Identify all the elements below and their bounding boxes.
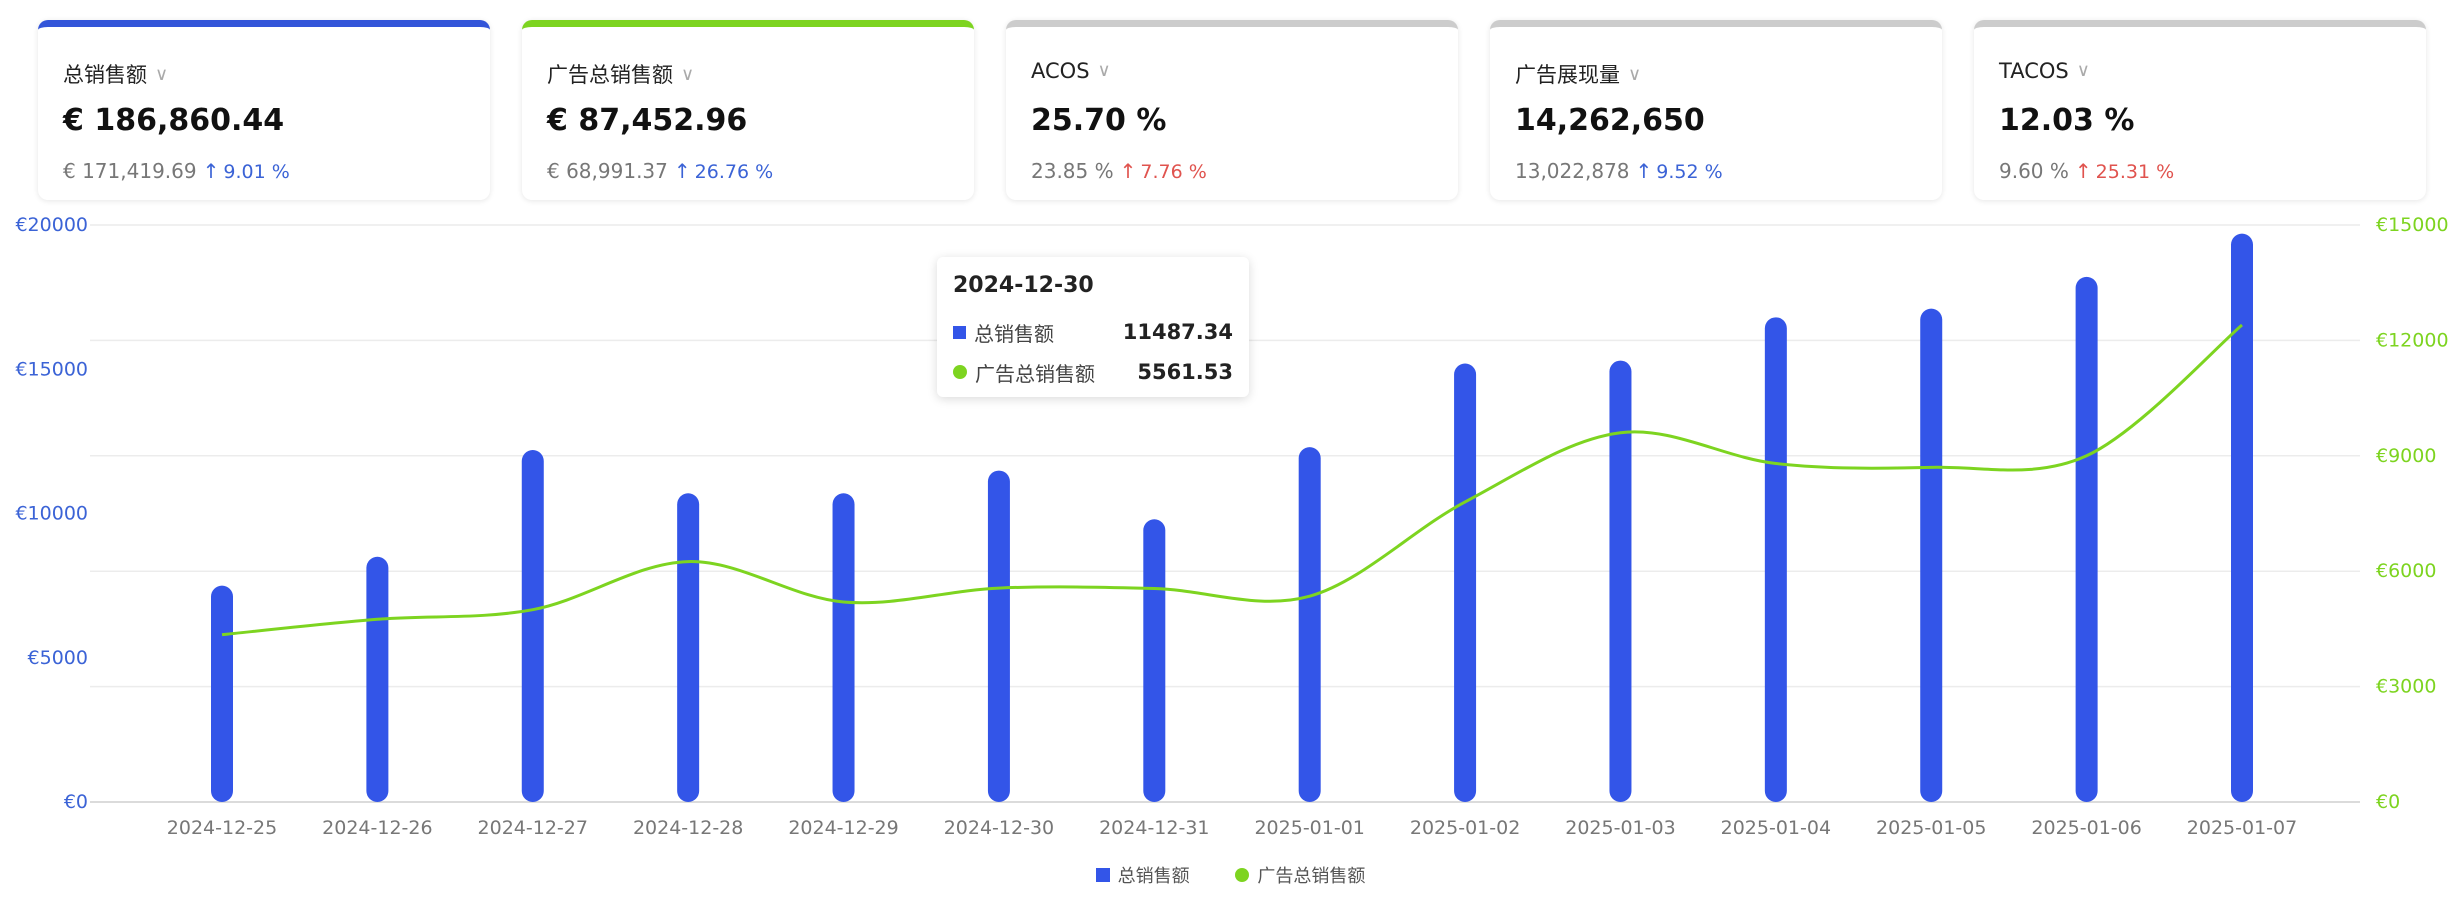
kpi-title: 广告展现量 — [1515, 63, 1620, 87]
chevron-down-icon[interactable]: ∨ — [681, 64, 695, 85]
legend-item-ad-sales[interactable]: 广告总销售额 — [1235, 862, 1365, 888]
y-right-tick-label: €15000 — [2376, 214, 2449, 236]
chart-tooltip: 2024-12-30 总销售额 11487.34 广告总销售额 5561.53 — [937, 257, 1249, 397]
kpi-compare: € 68,991.37 — [547, 159, 668, 183]
arrow-up-icon: ↑ — [1635, 159, 1653, 183]
kpi-change: 25.31 % — [2095, 161, 2175, 183]
square-marker-icon — [953, 325, 966, 339]
x-tick-label: 2024-12-25 — [167, 817, 277, 839]
line-ad-sales — [221, 323, 2243, 637]
kpi-change: 9.52 % — [1656, 161, 1723, 183]
bar-total-sales — [1298, 447, 1321, 802]
kpi-title: ACOS — [1031, 59, 1090, 83]
tooltip-series-value: 5561.53 — [1137, 360, 1233, 384]
y-left-tick-label: €0 — [64, 791, 88, 813]
x-tick-label: 2025-01-01 — [1254, 817, 1364, 839]
kpi-compare: € 171,419.69 — [63, 159, 197, 183]
kpi-title: 总销售额 — [63, 63, 147, 87]
y-left-tick-label: €5000 — [28, 647, 88, 669]
chevron-down-icon[interactable]: ∨ — [1628, 64, 1642, 85]
circle-marker-icon — [953, 365, 967, 379]
kpi-compare: 13,022,878 — [1515, 159, 1630, 183]
chevron-down-icon[interactable]: ∨ — [155, 64, 169, 85]
bar-total-sales — [1143, 519, 1166, 802]
chart-legend: 总销售额 广告总销售额 — [0, 862, 2461, 888]
x-tick-label: 2024-12-26 — [322, 817, 432, 839]
kpi-card-acos[interactable]: ACOS ∨ 25.70 % 23.85 % ↑ 7.76 % — [1006, 20, 1458, 200]
circle-marker-icon — [1235, 868, 1250, 882]
kpi-value: 14,262,650 — [1515, 103, 1705, 138]
bar-total-sales — [1764, 317, 1787, 802]
y-left-tick-label: €20000 — [15, 214, 88, 236]
x-tick-label: 2025-01-03 — [1565, 817, 1675, 839]
tooltip-row-total-sales: 总销售额 11487.34 — [953, 312, 1233, 352]
bar-total-sales — [366, 556, 389, 802]
y-right-tick-label: €0 — [2376, 791, 2400, 813]
y-left-tick-label: €10000 — [15, 503, 88, 525]
x-tick-label: 2025-01-07 — [2187, 817, 2297, 839]
arrow-up-icon: ↑ — [1119, 159, 1137, 183]
arrow-up-icon: ↑ — [2074, 159, 2092, 183]
kpi-change: 26.76 % — [694, 161, 774, 183]
kpi-card-total-sales[interactable]: 总销售额 ∨ € 186,860.44 € 171,419.69 ↑ 9.01 % — [38, 20, 490, 200]
bar-total-sales — [1609, 360, 1632, 802]
kpi-change: 9.01 % — [223, 161, 290, 183]
kpi-compare: 9.60 % — [1999, 159, 2069, 183]
kpi-title: TACOS — [1999, 59, 2069, 83]
x-tick-label: 2024-12-27 — [478, 817, 588, 839]
bar-total-sales — [677, 493, 700, 802]
y-right-tick-label: €12000 — [2376, 329, 2449, 351]
chevron-down-icon[interactable]: ∨ — [2076, 60, 2090, 81]
arrow-up-icon: ↑ — [202, 159, 220, 183]
tooltip-series-name: 广告总销售额 — [975, 361, 1095, 386]
x-tick-label: 2025-01-04 — [1721, 817, 1831, 839]
kpi-card-tacos[interactable]: TACOS ∨ 12.03 % 9.60 % ↑ 25.31 % — [1974, 20, 2426, 200]
kpi-value: 25.70 % — [1031, 103, 1167, 138]
bar-total-sales — [832, 493, 855, 802]
tooltip-series-value: 11487.34 — [1122, 320, 1233, 344]
x-tick-label: 2025-01-06 — [2031, 817, 2141, 839]
x-tick-label: 2025-01-02 — [1410, 817, 1520, 839]
square-marker-icon — [1095, 868, 1110, 882]
kpi-change: 7.76 % — [1140, 161, 1207, 183]
x-tick-label: 2024-12-31 — [1099, 817, 1209, 839]
legend-label: 总销售额 — [1117, 866, 1190, 887]
kpi-title: 广告总销售额 — [547, 63, 673, 87]
tooltip-row-ad-sales: 广告总销售额 5561.53 — [953, 352, 1233, 392]
y-left-tick-label: €15000 — [15, 358, 88, 380]
legend-item-total-sales[interactable]: 总销售额 — [1095, 862, 1190, 888]
arrow-up-icon: ↑ — [673, 159, 691, 183]
bar-total-sales — [521, 450, 544, 802]
kpi-card-impressions[interactable]: 广告展现量 ∨ 14,262,650 13,022,878 ↑ 9.52 % — [1490, 20, 1942, 200]
y-right-tick-label: €3000 — [2376, 676, 2436, 698]
x-tick-label: 2024-12-30 — [944, 817, 1054, 839]
tooltip-date: 2024-12-30 — [953, 273, 1094, 298]
kpi-compare: 23.85 % — [1031, 159, 1114, 183]
legend-label: 广告总销售额 — [1257, 866, 1366, 887]
x-tick-label: 2024-12-29 — [788, 817, 898, 839]
kpi-card-ad-sales[interactable]: 广告总销售额 ∨ € 87,452.96 € 68,991.37 ↑ 26.76 % — [522, 20, 974, 200]
kpi-cards: 总销售额 ∨ € 186,860.44 € 171,419.69 ↑ 9.01 % 广… — [38, 20, 2426, 202]
y-right-tick-label: €9000 — [2376, 445, 2436, 467]
y-right-tick-label: €6000 — [2376, 560, 2436, 582]
kpi-value: € 186,860.44 — [63, 103, 285, 138]
bar-total-sales — [987, 470, 1010, 802]
kpi-value: € 87,452.96 — [547, 103, 748, 138]
bar-total-sales — [1920, 308, 1943, 802]
bar-total-sales — [211, 585, 233, 802]
kpi-value: 12.03 % — [1999, 103, 2135, 138]
x-tick-label: 2024-12-28 — [633, 817, 743, 839]
tooltip-series-name: 总销售额 — [974, 321, 1054, 346]
bar-total-sales — [2075, 276, 2098, 802]
bar-total-sales — [1454, 363, 1477, 802]
bar-total-sales — [2231, 233, 2253, 802]
chevron-down-icon[interactable]: ∨ — [1097, 60, 1111, 81]
x-tick-label: 2025-01-05 — [1876, 817, 1986, 839]
